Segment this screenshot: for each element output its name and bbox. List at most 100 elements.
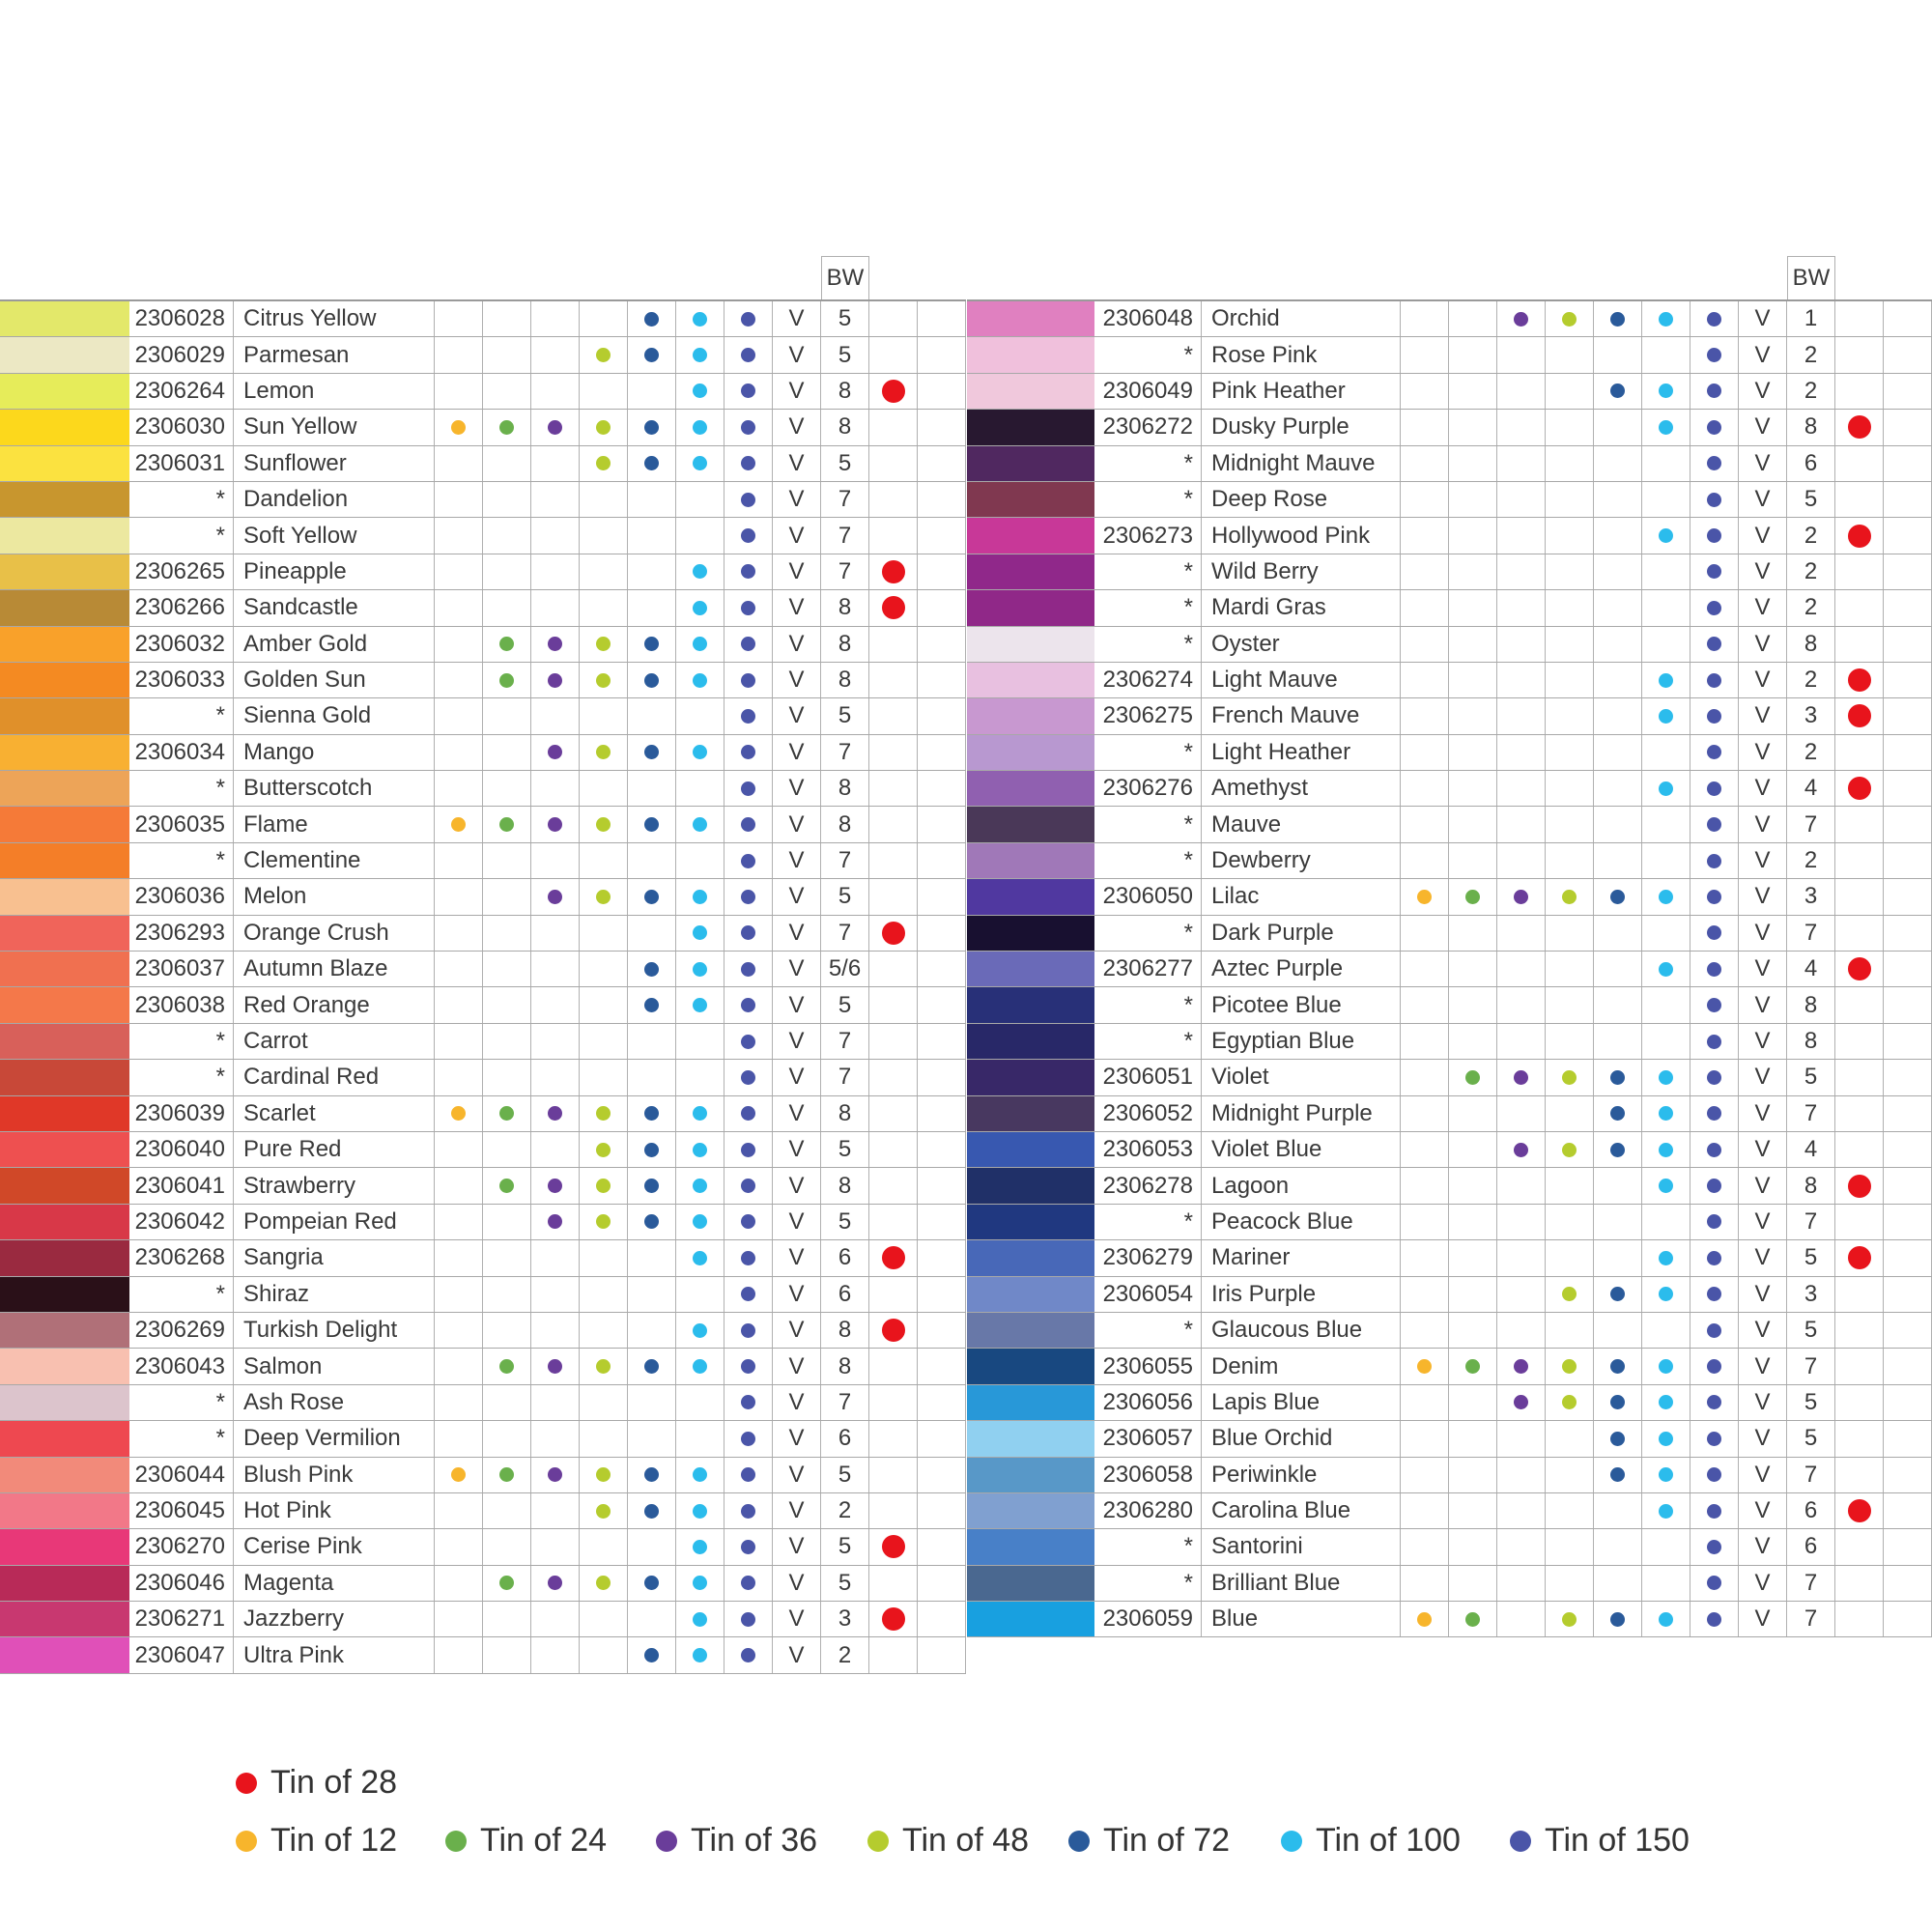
color-name: Midnight Mauve (1202, 445, 1401, 481)
product-code: 2306052 (1094, 1095, 1202, 1131)
tin-150-cell (724, 1276, 773, 1312)
tin-24-cell (1449, 1384, 1497, 1421)
tin-28-cell (1835, 1023, 1884, 1060)
color-name: Carrot (234, 1023, 435, 1060)
v-cell: V (1739, 518, 1787, 554)
table-row: 2306035 Flame V 8 (0, 807, 966, 843)
tin-36-cell (531, 1457, 580, 1492)
bw-cell: 5 (821, 445, 869, 481)
v-cell: V (1739, 1492, 1787, 1529)
tin-12-cell (1401, 1131, 1449, 1168)
tin-72-dot-icon (1610, 311, 1625, 327)
tin-100-cell (1642, 1095, 1690, 1131)
tin-100-cell (1642, 1421, 1690, 1457)
empty-cell (918, 337, 966, 373)
tin-150-cell (1690, 626, 1739, 662)
tin-48-dot-icon (1562, 1359, 1577, 1375)
tin-12-cell (1401, 301, 1449, 337)
tin-72-cell (1594, 807, 1642, 842)
tin-36-cell (531, 1421, 580, 1457)
empty-cell (1884, 1204, 1932, 1240)
table-row: 2306034 Mango V 7 (0, 734, 966, 772)
empty-cell (918, 1421, 966, 1457)
color-swatch (0, 879, 129, 915)
tin-48-cell (580, 952, 628, 987)
empty-cell (918, 1384, 966, 1421)
tin-72-dot-icon (1610, 1467, 1625, 1483)
tin-100-cell (676, 445, 724, 481)
table-row: 2306280 Carolina Blue V 6 (967, 1492, 1932, 1530)
tin-24-cell (483, 807, 531, 842)
tin-72-dot-icon (644, 1179, 659, 1194)
table-row: 2306276 Amethyst V 4 (967, 771, 1932, 808)
product-code: * (1094, 481, 1202, 518)
tin-24-cell (483, 771, 531, 807)
tin-28-cell (1835, 915, 1884, 952)
tin-28-cell (869, 915, 918, 952)
empty-cell (1884, 373, 1932, 410)
empty-cell (918, 445, 966, 481)
tin-12-cell (435, 807, 483, 842)
tin-24-cell (483, 1312, 531, 1349)
tin-48-cell (580, 301, 628, 337)
tin-150-cell (1690, 1095, 1739, 1131)
tin-100-cell (676, 1637, 724, 1673)
color-swatch (0, 1349, 129, 1384)
tin-24-cell (1449, 1529, 1497, 1565)
v-cell: V (1739, 301, 1787, 337)
tin-150-cell (724, 1060, 773, 1095)
tin-100-dot-icon (1659, 1359, 1673, 1375)
tin-100-dot-icon (1659, 1395, 1673, 1410)
tin-24-cell (1449, 481, 1497, 518)
tin-28-cell (1835, 1240, 1884, 1276)
product-code: 2306032 (129, 626, 234, 662)
tin-150-dot-icon (741, 1648, 755, 1663)
tin-150-cell (724, 1421, 773, 1457)
tin-36-cell (1497, 337, 1546, 373)
tin-72-dot-icon (644, 1648, 659, 1663)
v-cell: V (1739, 662, 1787, 698)
tin-36-dot-icon (1514, 311, 1528, 327)
v-cell: V (773, 987, 821, 1023)
table-row: * Soft Yellow V 7 (0, 518, 966, 554)
tin-100-cell (676, 1095, 724, 1131)
tin-48-cell (580, 626, 628, 662)
table-row: 2306050 Lilac V 3 (967, 879, 1932, 916)
color-swatch (0, 373, 129, 410)
empty-cell (918, 771, 966, 807)
bw-cell: 8 (821, 1168, 869, 1204)
tin-28-cell (869, 1095, 918, 1131)
tin-28-cell (869, 373, 918, 410)
tin-150-dot-icon (741, 961, 755, 977)
tin-24-cell (483, 518, 531, 554)
tin-48-cell (1546, 518, 1594, 554)
tin-24-cell (1449, 1602, 1497, 1637)
table-row: * Dandelion V 7 (0, 481, 966, 519)
tin-72-dot-icon (1610, 1069, 1625, 1085)
empty-cell (918, 1637, 966, 1673)
tin-72-cell (1594, 1240, 1642, 1276)
color-swatch (0, 337, 129, 373)
tin-100-dot-icon (693, 817, 707, 833)
empty-cell (1884, 1421, 1932, 1457)
product-code: * (129, 481, 234, 518)
tin-100-cell (676, 373, 724, 410)
tin-36-cell (1497, 1565, 1546, 1602)
tin-12-cell (1401, 1349, 1449, 1384)
tin-72-dot-icon (644, 817, 659, 833)
v-cell: V (1739, 410, 1787, 445)
color-name: Light Heather (1202, 734, 1401, 771)
tin-24-cell (1449, 1240, 1497, 1276)
tin-150-dot-icon (741, 1069, 755, 1085)
tin-24-cell (483, 481, 531, 518)
tin-24-cell (1449, 1349, 1497, 1384)
tin-150-dot-icon (741, 1576, 755, 1591)
color-swatch (967, 734, 1094, 771)
tin-150-cell (1690, 987, 1739, 1023)
tin-150-dot-icon (741, 1142, 755, 1157)
tin-72-dot-icon (644, 311, 659, 327)
tin-72-dot-icon (644, 456, 659, 471)
tin-28-cell (1835, 481, 1884, 518)
tin-72-cell (1594, 1492, 1642, 1529)
color-name: Lapis Blue (1202, 1384, 1401, 1421)
